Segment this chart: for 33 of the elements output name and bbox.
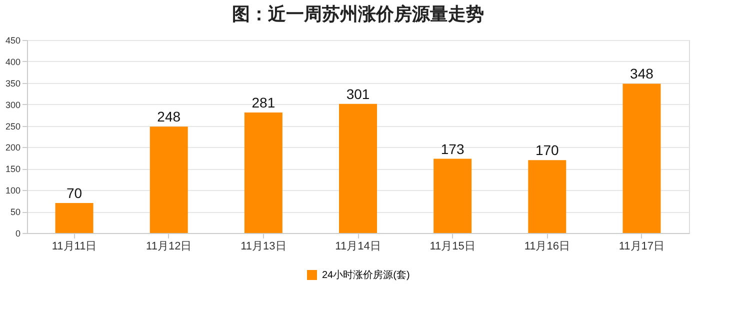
x-tick-label: 11月17日 [618, 240, 665, 252]
bar [55, 202, 94, 233]
x-tick-label: 11月16日 [524, 240, 570, 252]
y-tick-label: 450 [5, 36, 20, 46]
x-tick-label: 11月14日 [335, 240, 381, 252]
data-label: 281 [252, 94, 276, 110]
y-tick-label: 50 [10, 207, 20, 218]
x-tick-label: 11月11日 [52, 240, 97, 252]
bar [528, 160, 566, 233]
bar [150, 126, 188, 233]
y-tick-label: 150 [5, 164, 20, 174]
chart-title: 图：近一周苏州涨价房源量走势 [232, 4, 484, 24]
legend-label: 24小时涨价房源(套) [322, 269, 410, 281]
bar [244, 112, 282, 233]
data-label: 70 [66, 184, 82, 201]
x-tick-label: 11月12日 [146, 240, 192, 252]
data-label: 348 [630, 66, 654, 82]
y-tick-label: 400 [5, 56, 20, 67]
x-tick-label: 11月15日 [430, 240, 476, 252]
data-label: 248 [157, 108, 181, 125]
y-tick-label: 200 [5, 142, 20, 153]
y-tick-label: 350 [5, 78, 20, 88]
y-tick-label: 250 [5, 121, 20, 132]
x-tick-label: 11月13日 [240, 240, 286, 252]
data-label: 170 [535, 142, 560, 158]
data-label: 301 [346, 86, 370, 102]
y-tick-label: 300 [5, 100, 20, 110]
bar [622, 84, 661, 233]
y-tick-label: 0 [15, 228, 20, 238]
data-label: 173 [440, 140, 464, 157]
bar [434, 158, 472, 233]
y-tick-label: 100 [5, 186, 20, 196]
bar [339, 104, 377, 233]
